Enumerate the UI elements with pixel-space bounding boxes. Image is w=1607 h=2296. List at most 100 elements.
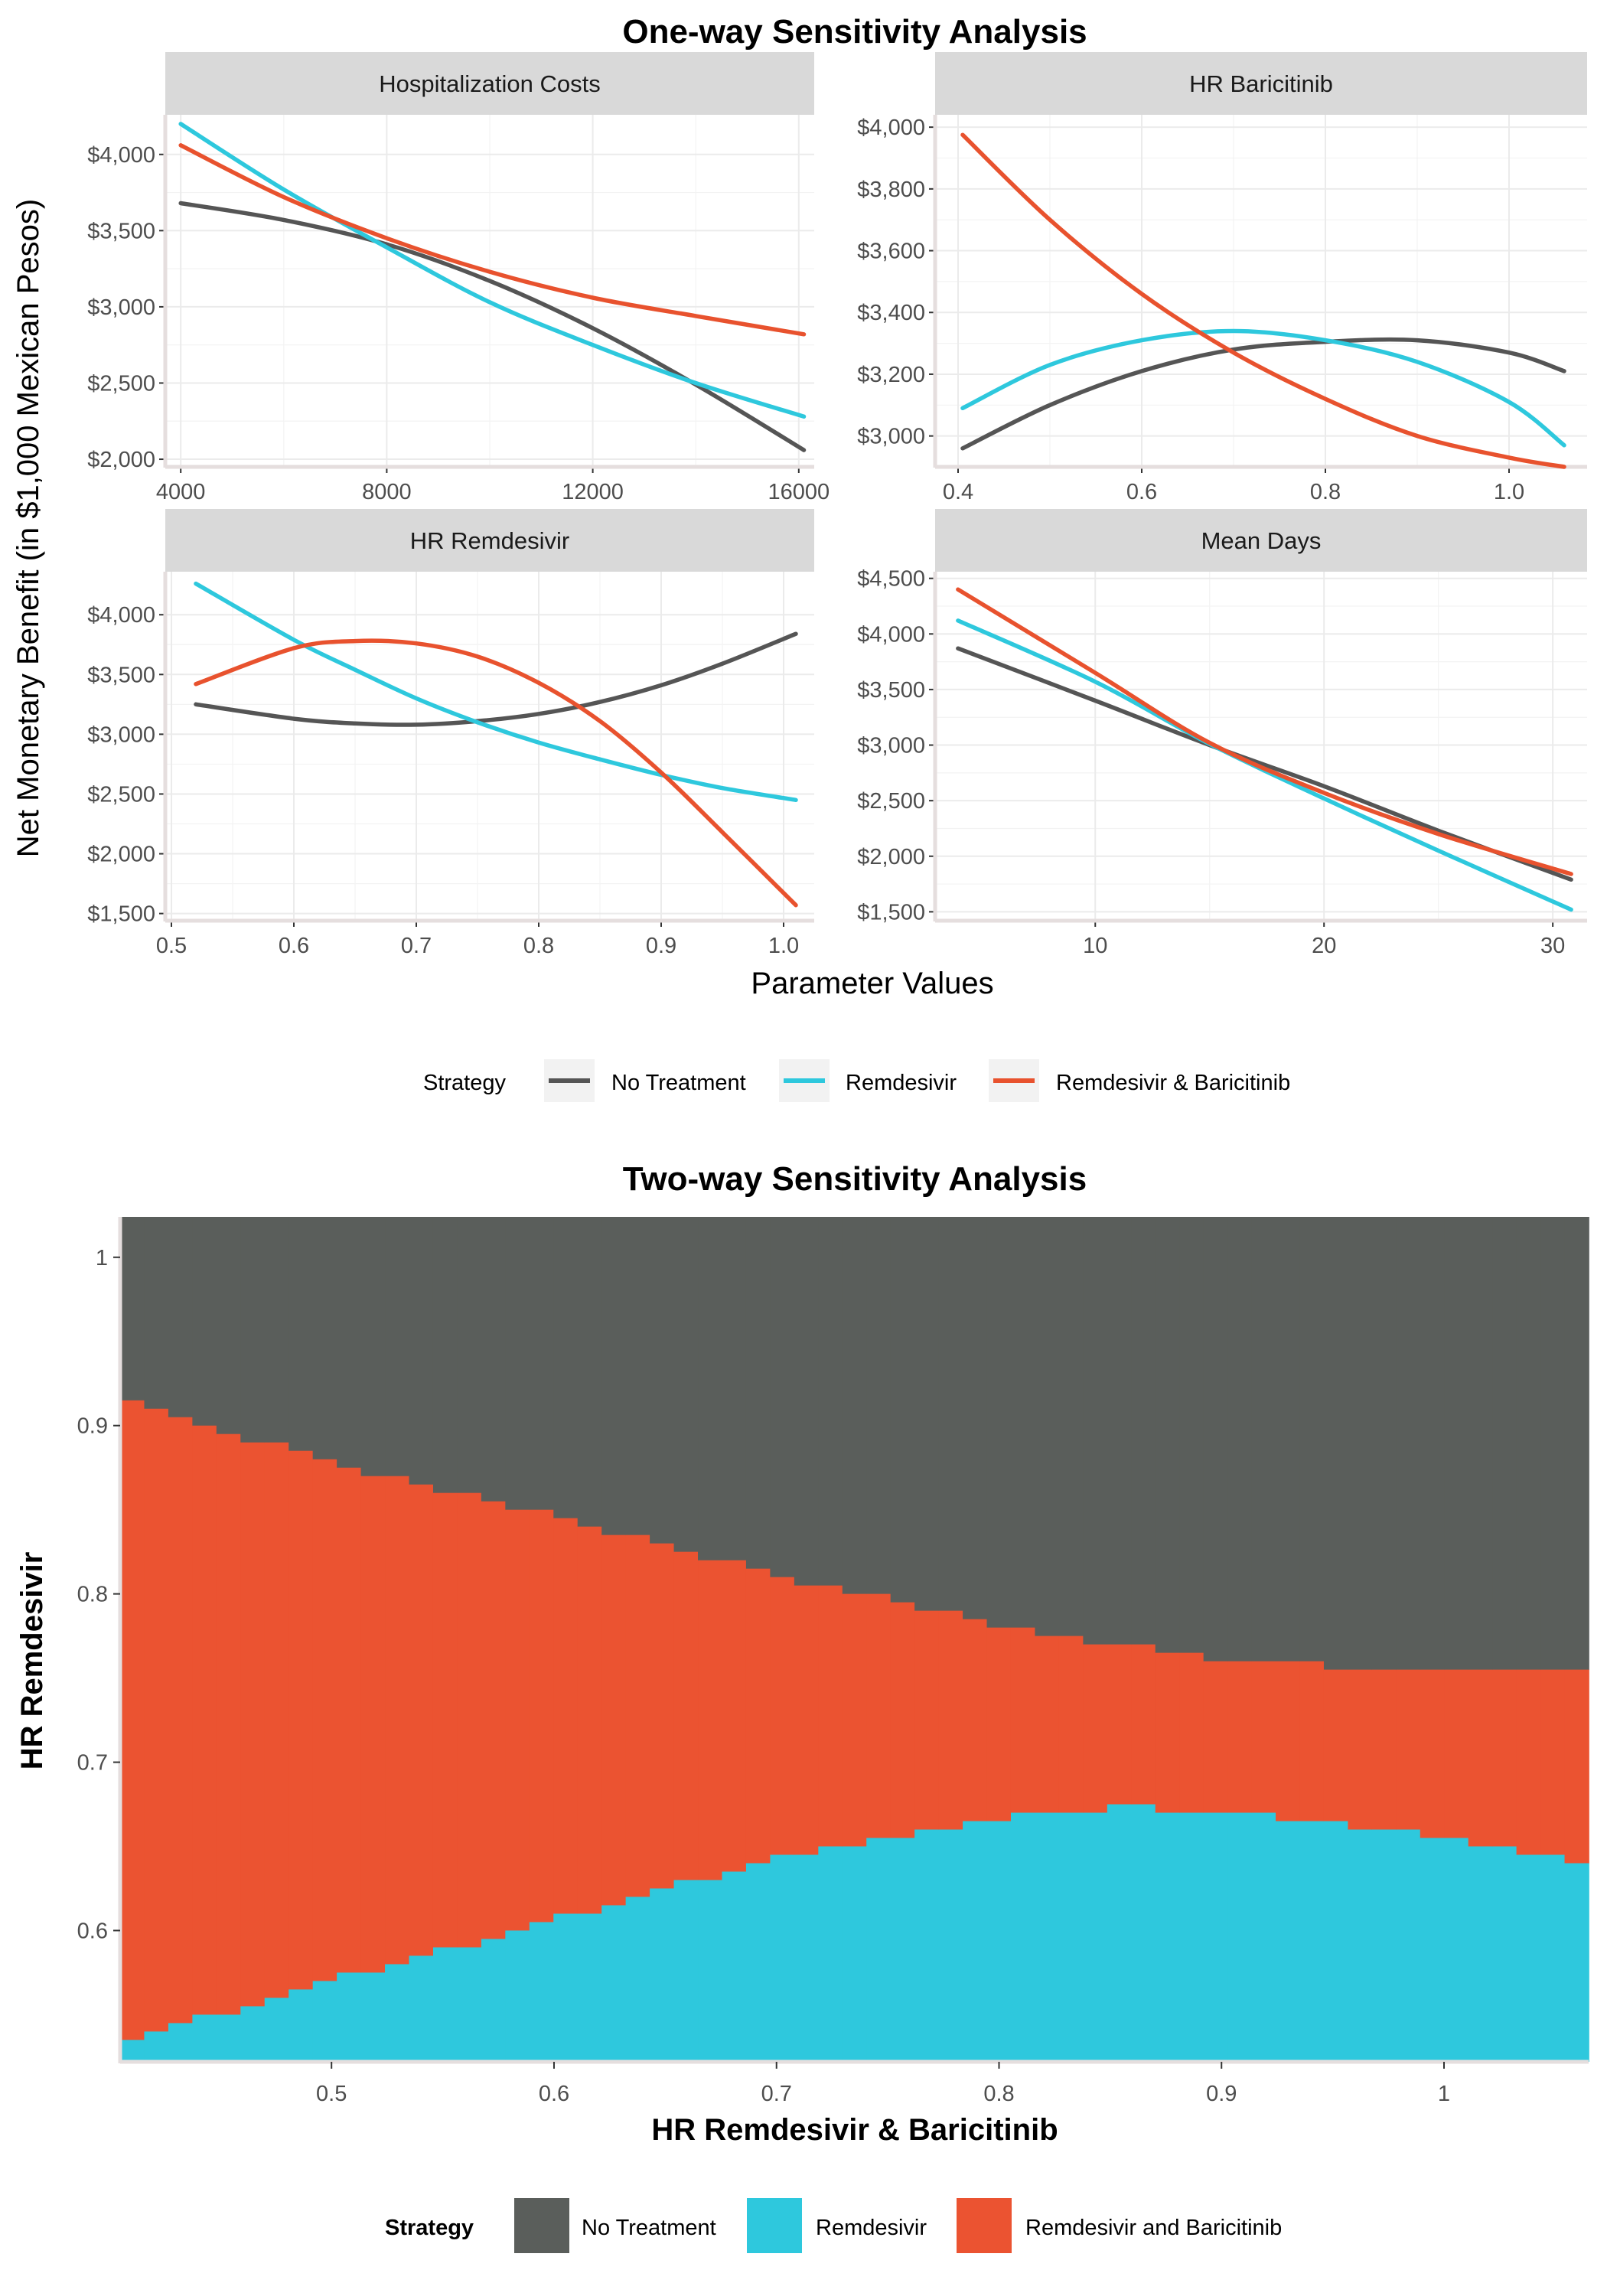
region-remdesivir-and-baricitinib	[1492, 1669, 1517, 1848]
region-no-treatment	[625, 1217, 650, 1536]
series-line-remdesivir-and-baricitinib	[194, 638, 798, 908]
strip-label-hr-baricitinib: HR Baricitinib	[1189, 70, 1333, 97]
region-remdesivir-and-baricitinib	[1155, 1652, 1180, 1814]
y-tick-label: $3,000	[87, 722, 155, 747]
region-no-treatment	[1348, 1217, 1373, 1671]
region-no-treatment	[216, 1217, 242, 1435]
region-remdesivir-and-baricitinib	[1035, 1636, 1060, 1814]
y-tick-label: $3,800	[857, 178, 925, 202]
heatmap-column	[1420, 1217, 1446, 2062]
legend2-title: Strategy	[385, 2216, 474, 2240]
region-no-treatment	[1227, 1217, 1253, 1662]
x-tick-label: 0.7	[761, 2082, 792, 2106]
region-no-treatment	[1083, 1217, 1108, 1645]
legend2-label-remdesivir-baricitinib: Remdesivir and Baricitinib	[1025, 2216, 1282, 2240]
region-no-treatment	[1371, 1217, 1397, 1671]
heatmap-column	[1444, 1217, 1469, 2062]
y-tick-label: $2,500	[857, 789, 925, 814]
legend2-label-no-treatment: No Treatment	[582, 2216, 716, 2240]
two-way-plot: 0.5 0.6 0.7 0.8 0.9 1 0.6 0.7 0.8 0.9 1	[77, 1217, 1589, 2106]
region-no-treatment	[1035, 1217, 1060, 1637]
x-tick-label: 16000	[768, 480, 830, 504]
heatmap-column	[842, 1217, 868, 2062]
heatmap-column	[385, 1217, 410, 2062]
heatmap-column	[1348, 1217, 1373, 2062]
region-remdesivir-and-baricitinib	[409, 1484, 434, 1956]
heatmap-column	[529, 1217, 555, 2062]
region-remdesivir	[1564, 1863, 1589, 2062]
region-remdesivir-and-baricitinib	[938, 1610, 963, 1831]
x-tick-label: 30	[1540, 934, 1565, 958]
region-no-treatment	[963, 1217, 988, 1620]
heatmap-column	[192, 1217, 217, 2062]
heatmap-column	[337, 1217, 362, 2062]
region-no-treatment	[1179, 1217, 1204, 1654]
region-remdesivir-and-baricitinib	[745, 1568, 771, 1864]
y-tick-label: 0.8	[77, 1583, 108, 1607]
region-remdesivir	[770, 1854, 795, 2062]
region-remdesivir	[963, 1821, 988, 2062]
y-tick-label: $4,500	[857, 567, 925, 592]
region-no-treatment	[1492, 1217, 1517, 1671]
region-remdesivir-and-baricitinib	[1058, 1636, 1084, 1814]
region-remdesivir	[192, 2014, 217, 2062]
region-remdesivir	[938, 1829, 963, 2062]
region-remdesivir-and-baricitinib	[698, 1560, 723, 1880]
heatmap-column	[1516, 1217, 1541, 2062]
two-way-y-axis-title: HR Remdesivir	[15, 1552, 49, 1770]
region-remdesivir-and-baricitinib	[673, 1551, 699, 1880]
heatmap-column	[1179, 1217, 1204, 2062]
x-tick-label: 1	[1438, 2082, 1450, 2106]
heatmap-column	[216, 1217, 242, 2062]
region-remdesivir-and-baricitinib	[890, 1602, 915, 1839]
y-tick-label: $3,500	[857, 678, 925, 703]
region-no-treatment	[1444, 1217, 1469, 1671]
region-remdesivir	[1179, 1812, 1204, 2062]
region-remdesivir	[1035, 1812, 1060, 2062]
heatmap-column	[938, 1217, 963, 2062]
region-remdesivir	[986, 1821, 1012, 2062]
region-remdesivir	[240, 2006, 266, 2062]
y-tick-label: 0.6	[77, 1919, 108, 1943]
x-tick-label: 0.6	[279, 934, 309, 958]
region-remdesivir-and-baricitinib	[1444, 1669, 1469, 1839]
x-tick-label: 0.5	[316, 2082, 347, 2106]
x-tick-label: 0.7	[401, 934, 432, 958]
series-line-remdesivir	[960, 328, 1566, 448]
region-no-treatment	[698, 1217, 723, 1561]
region-no-treatment	[1299, 1217, 1325, 1662]
region-remdesivir	[168, 2023, 194, 2062]
x-tick-label: 12000	[562, 480, 624, 504]
heatmap-column	[673, 1217, 699, 2062]
heatmap-column	[264, 1217, 290, 2062]
region-no-treatment	[409, 1217, 434, 1486]
x-tick-label: 0.8	[1310, 480, 1341, 504]
x-tick-label: 20	[1312, 934, 1336, 958]
series-line-remdesivir	[178, 122, 807, 419]
region-no-treatment	[120, 1217, 145, 1401]
region-remdesivir-and-baricitinib	[1420, 1669, 1446, 1839]
region-no-treatment	[1468, 1217, 1493, 1671]
region-remdesivir-and-baricitinib	[337, 1467, 362, 1973]
y-tick-label: $2,000	[857, 845, 925, 869]
region-no-treatment	[505, 1217, 530, 1511]
series-line-remdesivir-and-baricitinib	[956, 587, 1573, 876]
region-remdesivir	[385, 1964, 410, 2062]
region-no-treatment	[794, 1217, 820, 1587]
region-no-treatment	[577, 1217, 602, 1528]
heatmap-column	[1299, 1217, 1325, 2062]
x-tick-label: 0.8	[523, 934, 554, 958]
region-remdesivir-and-baricitinib	[770, 1577, 795, 1855]
region-remdesivir-and-baricitinib	[1323, 1669, 1349, 1822]
strip-mean-days	[935, 509, 1587, 572]
heatmap-column	[312, 1217, 337, 2062]
region-no-treatment	[1203, 1217, 1228, 1662]
region-remdesivir	[457, 1947, 482, 2062]
heatmap-column	[890, 1217, 915, 2062]
region-remdesivir	[288, 1989, 314, 2062]
region-remdesivir-and-baricitinib	[625, 1534, 650, 1897]
legend2-label-remdesivir: Remdesivir	[816, 2216, 927, 2240]
region-remdesivir	[1348, 1829, 1373, 2062]
one-way-panels: Hospitalization Costs 4000 8000 12000 16000 $…	[87, 52, 1587, 958]
region-remdesivir-and-baricitinib	[650, 1543, 675, 1889]
